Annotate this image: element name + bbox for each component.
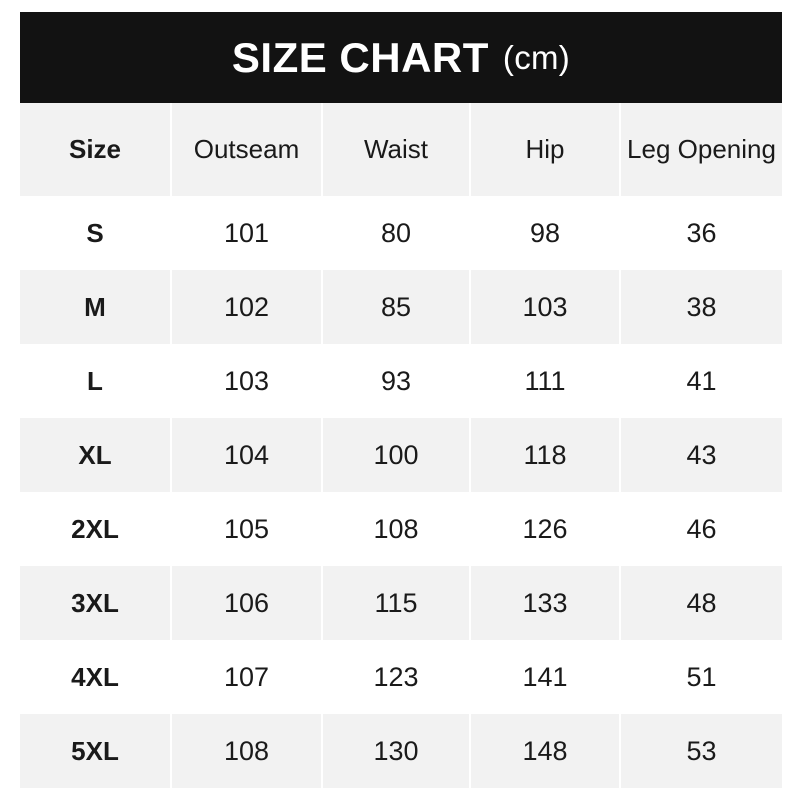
cell-waist: 100: [321, 418, 470, 492]
table-header-row: Size Outseam Waist Hip Leg Opening: [20, 103, 782, 196]
cell-outseam: 107: [170, 640, 322, 714]
cell-leg-opening: 38: [619, 270, 782, 344]
cell-size: XL: [78, 440, 112, 470]
cell-outseam: 106: [170, 566, 322, 640]
size-chart-table: Size Outseam Waist Hip Leg Opening S 101…: [20, 103, 782, 788]
cell-waist: 80: [321, 196, 470, 270]
table-body: S 101 80 98 36 M 102 85 103 38 L 103 93 …: [20, 196, 782, 788]
cell-outseam: 102: [170, 270, 322, 344]
cell-size: 4XL: [71, 662, 119, 692]
cell-size: 2XL: [71, 514, 119, 544]
cell-waist: 108: [321, 492, 470, 566]
cell-hip: 148: [469, 714, 620, 788]
cell-outseam: 103: [170, 344, 322, 418]
table-header: Size Outseam Waist Hip Leg Opening: [20, 103, 782, 196]
table-row: 3XL 106 115 133 48: [20, 566, 782, 640]
column-header-size: Size: [68, 134, 122, 165]
column-header-hip: Hip: [469, 103, 620, 196]
cell-outseam: 101: [170, 196, 322, 270]
cell-hip: 118: [469, 418, 620, 492]
cell-waist: 130: [321, 714, 470, 788]
size-chart-container: SIZE CHART (cm) Size Outseam Waist Hip L…: [20, 12, 782, 788]
cell-leg-opening: 48: [619, 566, 782, 640]
table-row: 4XL 107 123 141 51: [20, 640, 782, 714]
table-row: M 102 85 103 38: [20, 270, 782, 344]
cell-leg-opening: 36: [619, 196, 782, 270]
cell-waist: 123: [321, 640, 470, 714]
cell-leg-opening: 41: [619, 344, 782, 418]
table-row: S 101 80 98 36: [20, 196, 782, 270]
cell-waist: 85: [321, 270, 470, 344]
cell-hip: 126: [469, 492, 620, 566]
chart-header-banner: SIZE CHART (cm): [20, 12, 782, 103]
cell-size: M: [84, 292, 106, 322]
cell-waist: 93: [321, 344, 470, 418]
cell-leg-opening: 46: [619, 492, 782, 566]
cell-hip: 133: [469, 566, 620, 640]
table-row: XL 104 100 118 43: [20, 418, 782, 492]
table-row: 5XL 108 130 148 53: [20, 714, 782, 788]
cell-size: S: [86, 218, 104, 248]
table-row: 2XL 105 108 126 46: [20, 492, 782, 566]
column-header-leg-opening: Leg Opening: [619, 103, 782, 196]
cell-hip: 111: [469, 344, 620, 418]
column-header-waist: Waist: [321, 103, 470, 196]
cell-hip: 98: [469, 196, 620, 270]
unit-label: (cm): [502, 39, 571, 76]
cell-size: 5XL: [71, 736, 119, 766]
cell-hip: 103: [469, 270, 620, 344]
page-title: SIZE CHART: [231, 33, 489, 81]
table-row: L 103 93 111 41: [20, 344, 782, 418]
cell-leg-opening: 51: [619, 640, 782, 714]
cell-outseam: 104: [170, 418, 322, 492]
cell-outseam: 108: [170, 714, 322, 788]
cell-waist: 115: [321, 566, 470, 640]
cell-leg-opening: 53: [619, 714, 782, 788]
cell-size: L: [87, 366, 103, 396]
cell-hip: 141: [469, 640, 620, 714]
column-header-outseam: Outseam: [170, 103, 322, 196]
cell-size: 3XL: [71, 588, 119, 618]
cell-leg-opening: 43: [619, 418, 782, 492]
cell-outseam: 105: [170, 492, 322, 566]
